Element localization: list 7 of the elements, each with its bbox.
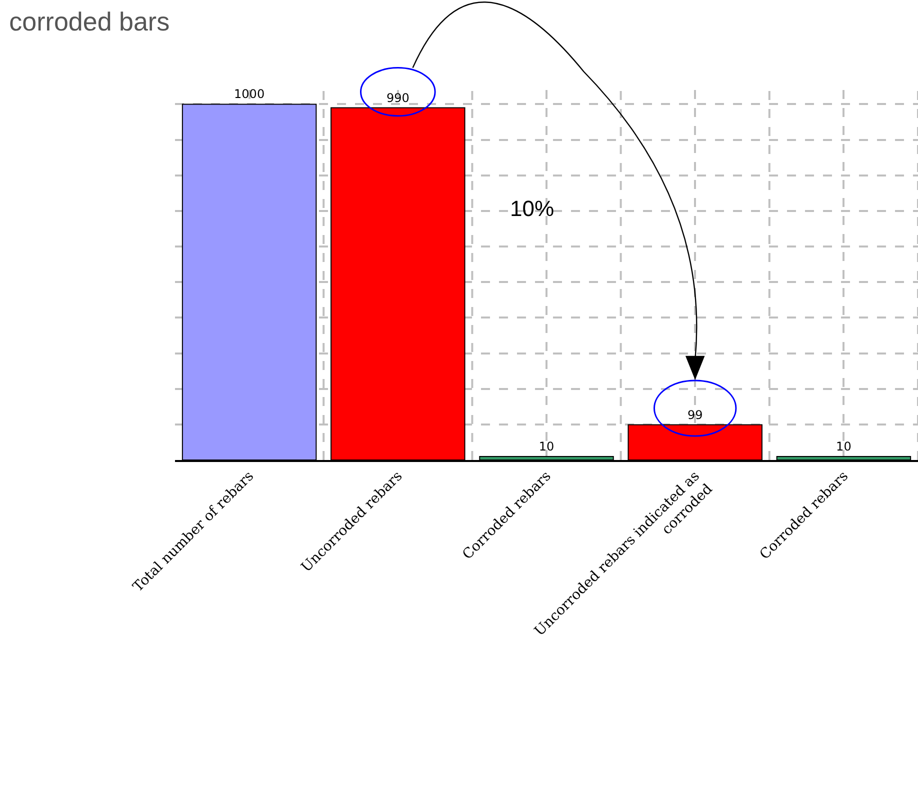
data-label: 99 xyxy=(687,408,703,422)
data-label: 990 xyxy=(386,90,410,105)
data-label: 10 xyxy=(836,439,852,454)
data-label: 1000 xyxy=(234,87,265,102)
data-label: 10 xyxy=(538,439,554,454)
chart-title: corroded bars xyxy=(9,6,170,36)
annotation: 10% xyxy=(510,196,554,221)
